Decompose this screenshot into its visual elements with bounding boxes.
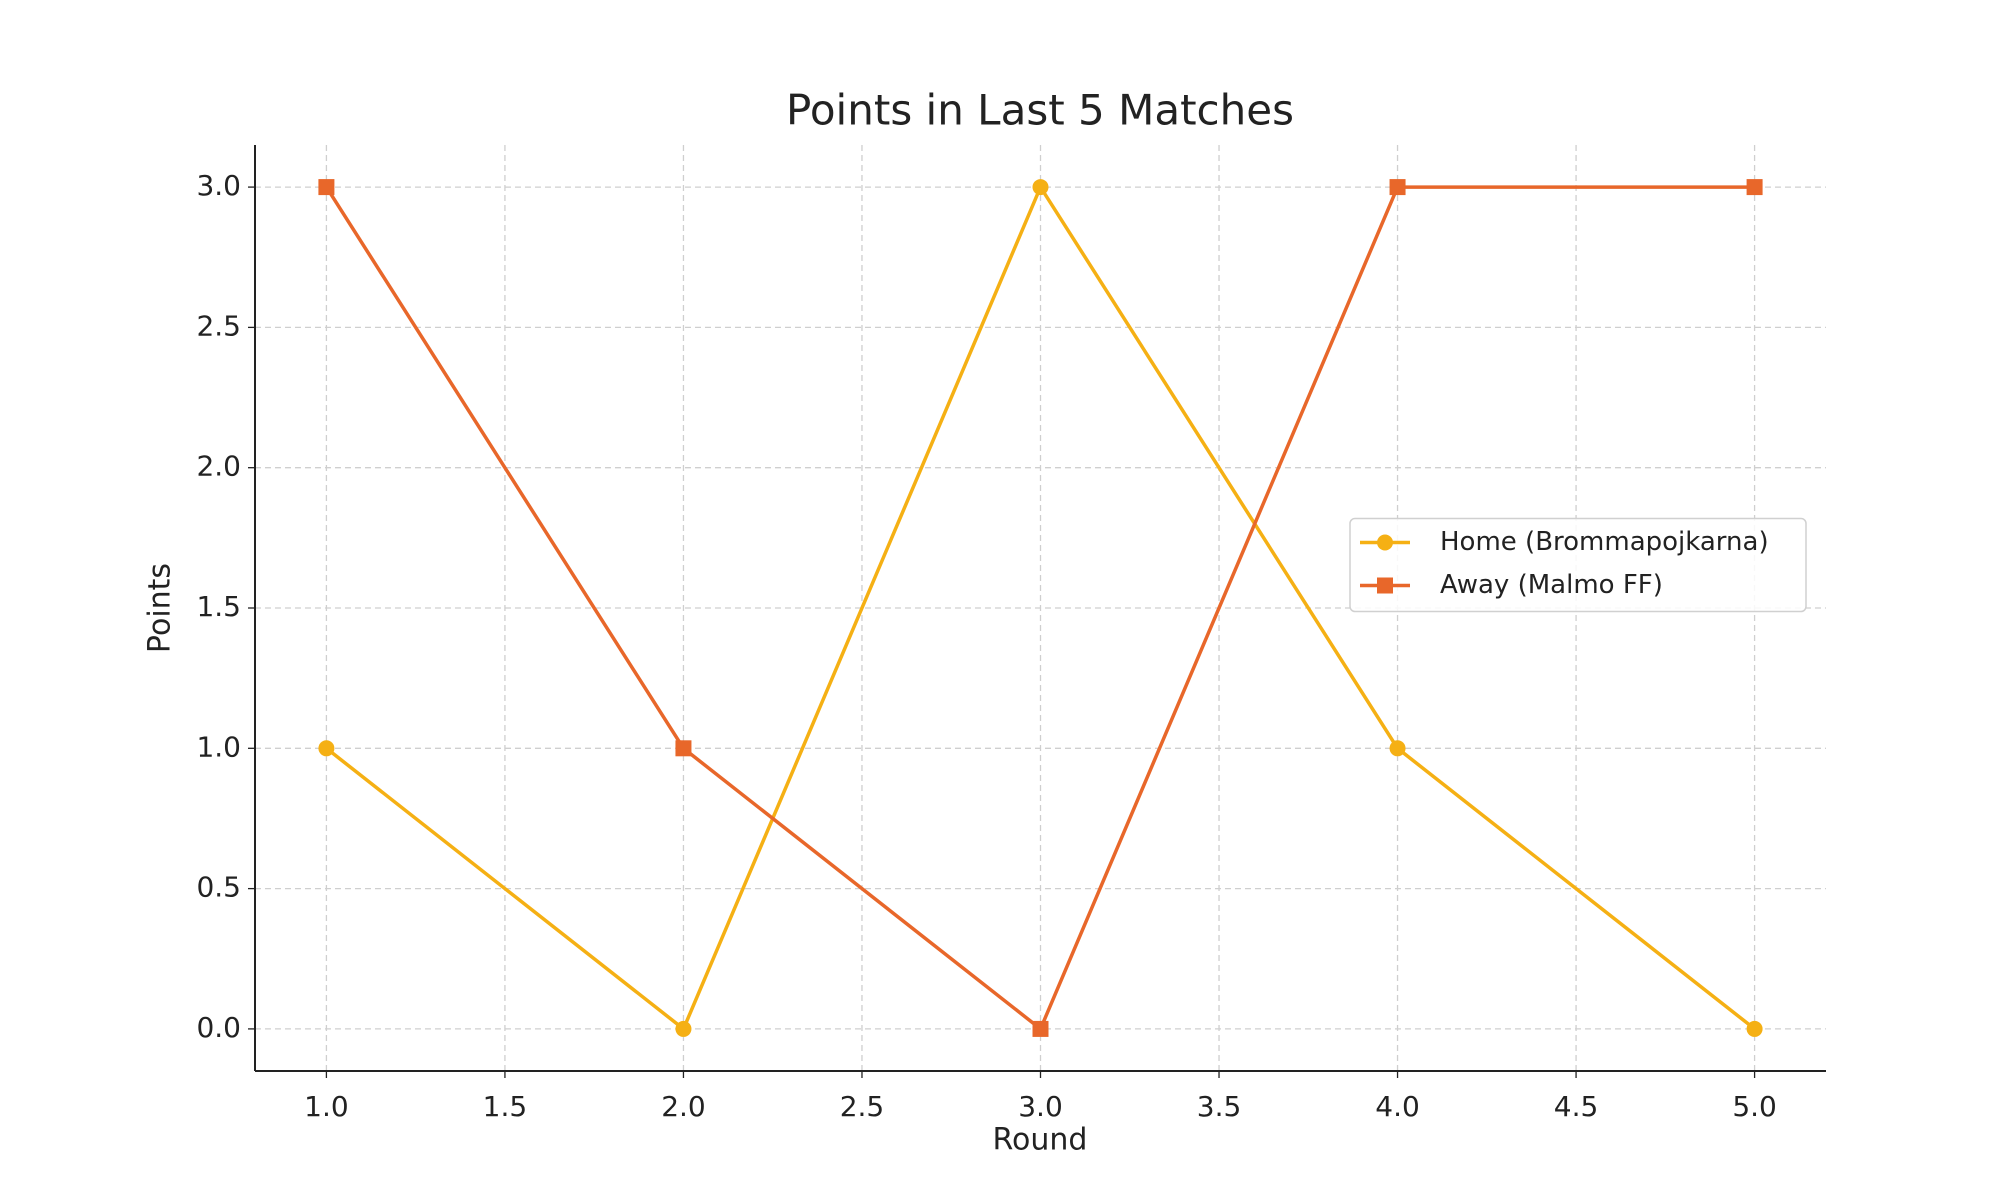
x-tick-label: 3.5	[1197, 1090, 1242, 1123]
marker	[1377, 534, 1393, 551]
marker	[1377, 577, 1393, 594]
x-tick-label: 3.0	[1018, 1090, 1063, 1123]
y-tick-label: 0.5	[196, 871, 241, 904]
x-tick-label: 1.5	[483, 1090, 528, 1123]
marker	[1032, 1020, 1049, 1037]
marker	[1389, 740, 1406, 757]
x-tick-label: 2.5	[840, 1090, 885, 1123]
legend-label: Home (Brommapojkarna)	[1440, 527, 1769, 557]
marker	[1746, 179, 1763, 196]
marker	[1746, 1020, 1763, 1037]
marker	[1032, 179, 1049, 196]
x-tick-label: 4.0	[1375, 1090, 1420, 1123]
x-axis-label: Round	[993, 1123, 1088, 1158]
legend: Home (Brommapojkarna) Away (Malmo FF)	[1349, 517, 1807, 613]
y-tick-label: 1.0	[196, 730, 241, 763]
y-axis-label: Points	[143, 563, 178, 653]
y-tick-label: 2.5	[196, 309, 241, 342]
legend-label: Away (Malmo FF)	[1440, 570, 1663, 600]
marker	[318, 740, 335, 757]
y-tick-label: 2.0	[196, 450, 241, 483]
chart-title: Points in Last 5 Matches	[786, 86, 1294, 135]
x-tick-label: 5.0	[1732, 1090, 1777, 1123]
y-tick-label: 3.0	[196, 169, 241, 202]
marker	[675, 1020, 692, 1037]
x-tick-label: 1.0	[304, 1090, 349, 1123]
marker	[1389, 179, 1406, 196]
y-tick-label: 1.5	[196, 590, 241, 623]
y-tick-label: 0.0	[196, 1011, 241, 1044]
marker	[318, 179, 335, 196]
legend-box	[1349, 517, 1807, 613]
x-tick-label: 4.5	[1554, 1090, 1599, 1123]
marker	[675, 740, 692, 757]
x-tick-label: 2.0	[661, 1090, 706, 1123]
